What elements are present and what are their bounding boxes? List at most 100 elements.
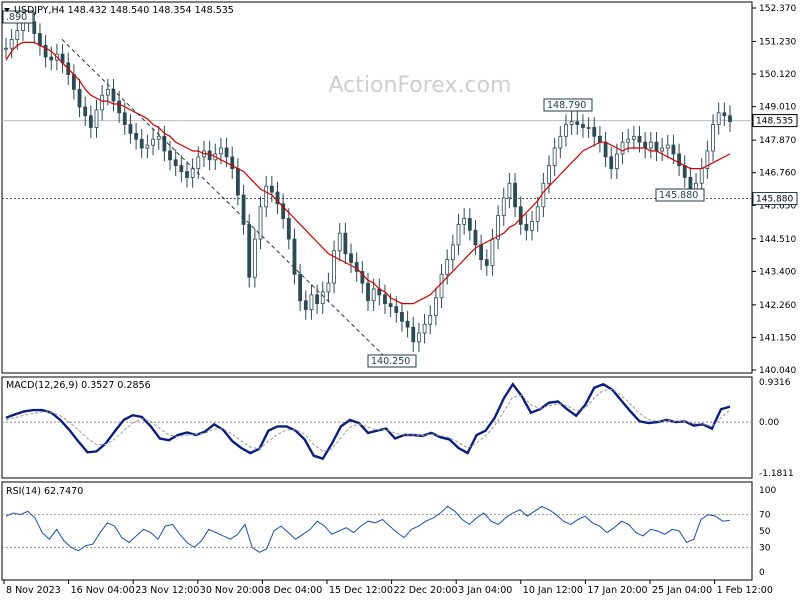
price-candle-body [547, 165, 551, 184]
price-candle-body [264, 185, 269, 208]
price-candle-body [43, 44, 48, 58]
symbol-header: USDJPY,H4 148.432 148.540 148.354 148.53… [14, 5, 234, 16]
price-candle-body [648, 141, 653, 149]
rsi-tick-label: 30 [759, 543, 771, 553]
current-price-box [752, 114, 798, 128]
price-candle-body [671, 144, 676, 155]
rsi-tick-label: 0 [759, 568, 765, 578]
x-tick-label: 10 Jan 12:00 [523, 585, 583, 596]
macd-label: MACD(12,26,9) 0.3527 0.2856 [6, 380, 151, 391]
x-tick-label: 17 Jan 20:00 [587, 585, 647, 596]
price-candle-body [422, 323, 427, 334]
price-candle-body [15, 30, 20, 40]
price-candle-body [83, 106, 88, 117]
price-candle-body [383, 294, 387, 305]
price-candle-body [49, 56, 54, 61]
price-candle-body [705, 150, 710, 169]
price-annotation-label: 148.790 [547, 100, 586, 111]
price-annotation-box [367, 354, 417, 368]
price-candle-body [496, 215, 500, 240]
price-candle-body [315, 294, 319, 305]
price-candle-body [518, 206, 523, 225]
price-candle-body [105, 88, 110, 96]
rsi-label: RSI(14) 62.7470 [6, 486, 83, 497]
ema-line [5, 41, 731, 305]
price-candle-body [400, 312, 404, 322]
price-candle-body [275, 191, 280, 205]
price-candle-body [145, 144, 150, 149]
price-candle-body [269, 185, 274, 193]
price-annotation-label: .890 [6, 12, 27, 23]
price-annotation-label: 145.880 [659, 190, 698, 201]
price-tick-label: 142.260 [759, 301, 796, 311]
macd-tick-label: 0.9316 [759, 378, 791, 388]
price-candle-body [688, 177, 693, 190]
price-tick-label: 149.010 [759, 103, 796, 113]
price-candle-body [303, 300, 308, 310]
trendline [61, 39, 393, 365]
x-tick-label: 3 Jan 04:00 [458, 585, 512, 596]
price-candle-body [88, 115, 93, 128]
price-candle-body [484, 259, 489, 266]
price-annotation-box [543, 98, 593, 112]
price-candle-body [716, 112, 721, 125]
price-candle-body [77, 88, 82, 108]
price-candle-body [117, 100, 122, 114]
price-candle-body [179, 165, 184, 172]
price-candle-body [626, 138, 631, 143]
price-candle-body [320, 291, 325, 305]
price-candle-body [354, 262, 359, 272]
price-candle-body [711, 124, 715, 152]
price-candle-body [513, 182, 517, 208]
current-price-label: 148.535 [756, 117, 793, 127]
price-candle-body [592, 127, 597, 137]
price-candle-body [609, 156, 614, 169]
price-candle-body [445, 259, 450, 275]
watermark: ActionForex.com [329, 73, 512, 98]
x-tick-label: 8 Dec 04:00 [264, 585, 322, 596]
price-candle-body [230, 156, 235, 169]
price-candle-body [38, 33, 42, 46]
price-candle-body [252, 238, 257, 278]
price-candle-body [490, 238, 495, 266]
price-annotation-box [655, 188, 705, 202]
price-candle-body [32, 21, 37, 34]
x-tick-label: 8 Nov 2023 [6, 585, 61, 596]
price-candle-body [281, 203, 286, 219]
price-candle-body [614, 153, 619, 169]
price-candle-body [349, 253, 353, 263]
price-candle-body [292, 238, 297, 275]
rsi-line [5, 505, 731, 553]
price-candle-body [677, 153, 681, 167]
price-candle-body [456, 223, 461, 246]
price-candle-body [524, 223, 529, 231]
price-candle-body [586, 127, 591, 129]
price-candle-body [366, 282, 370, 302]
price-candle-body [564, 124, 568, 137]
price-candle-body [394, 306, 399, 313]
price-tick-label: 144.510 [759, 235, 796, 245]
price-candle-body [241, 194, 246, 225]
price-tick-label: 145.650 [759, 201, 796, 211]
x-tick-label: 23 Nov 12:00 [135, 585, 199, 596]
price-candle-body [196, 156, 201, 169]
rsi-tick-label: 50 [759, 527, 771, 537]
price-candle-body [162, 135, 167, 152]
price-tick-label: 140.040 [759, 366, 796, 376]
price-candle-body [360, 270, 365, 284]
macd-signal-line [5, 388, 731, 452]
price-candle-body [128, 124, 133, 134]
macd-line [5, 382, 731, 461]
price-candle-body [122, 112, 127, 125]
price-tick-label: 146.760 [759, 169, 796, 179]
x-tick-label: 25 Jan 04:00 [652, 585, 712, 596]
price-candle-body [541, 182, 546, 208]
price-candle-body [507, 182, 512, 199]
price-candle-body [151, 138, 155, 146]
price-candle-body [4, 47, 8, 50]
x-tick-label: 15 Dec 12:00 [329, 585, 393, 596]
price-candle-body [298, 273, 303, 302]
price-candle-body [411, 326, 416, 343]
price-candle-body [631, 135, 636, 140]
